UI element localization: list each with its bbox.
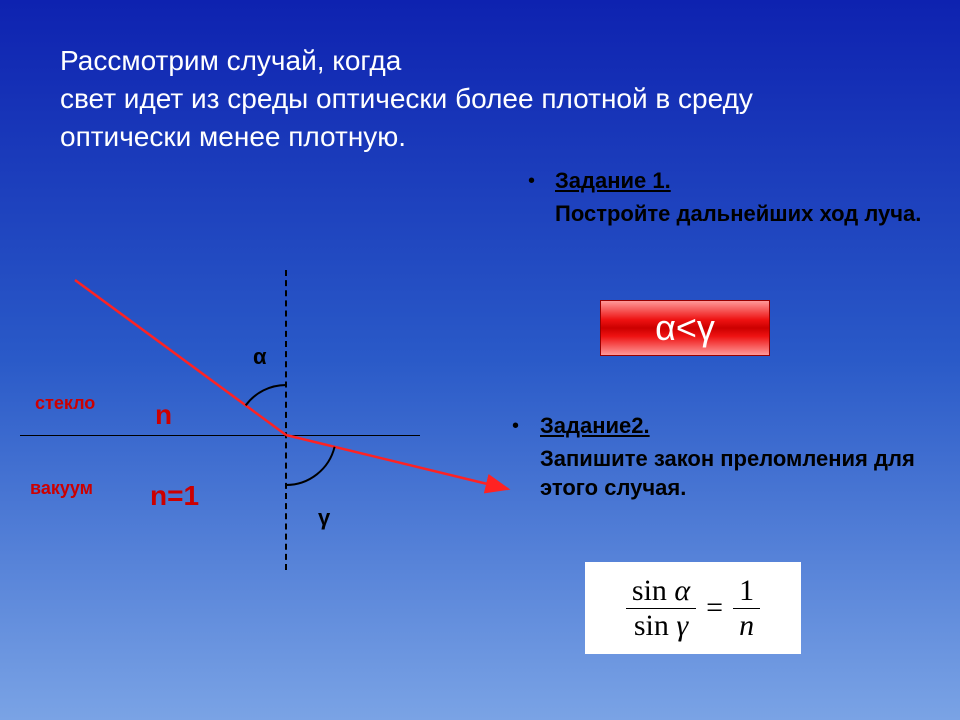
label-glass: стекло [35,393,95,414]
gamma-arc [20,270,520,590]
refraction-diagram: стекло вакуум n n=1 α γ [20,270,510,590]
task1-text: Постройте дальнейших ход луча. [555,200,921,229]
label-alpha: α [253,344,267,370]
formula-num-right: 1 [733,574,760,608]
formula: sin α sin γ = 1 n [626,574,760,643]
task2-text: Запишите закон преломления для этого слу… [540,445,960,502]
label-n: n [155,399,172,431]
inequality-box: α<γ [600,300,770,356]
formula-num-left: sin α [626,574,696,608]
task2-title: Задание2. [540,413,650,439]
label-n1: n=1 [150,480,199,512]
slide-title: Рассмотрим случай, когдасвет идет из сре… [60,42,880,155]
bullet-1: • [528,170,535,193]
formula-box: sin α sin γ = 1 n [585,562,801,654]
label-gamma: γ [318,505,330,531]
label-vacuum: вакуум [30,478,93,499]
formula-den-right: n [733,609,760,643]
formula-den-left: sin γ [628,609,694,643]
formula-eq: = [706,591,723,625]
task1-title: Задание 1. [555,168,671,194]
